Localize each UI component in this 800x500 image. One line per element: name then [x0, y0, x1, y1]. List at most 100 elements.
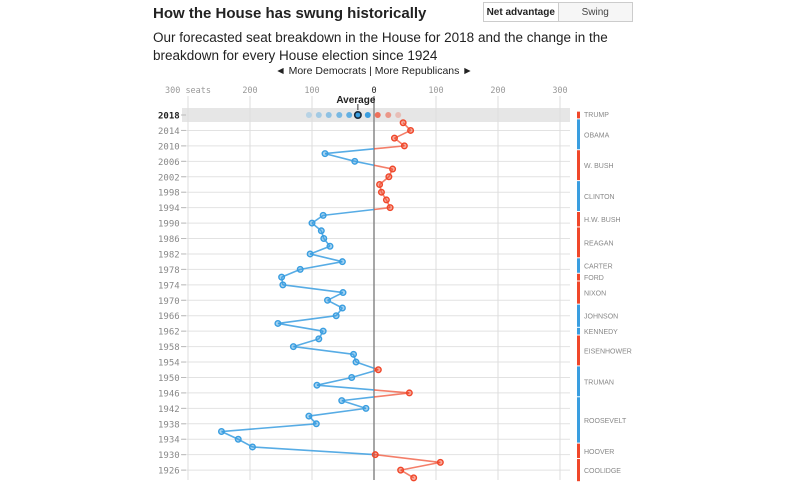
president-label: CLINTON [584, 194, 615, 201]
data-point-1994 [386, 204, 394, 212]
view-toggle[interactable]: Net advantage Swing [483, 2, 633, 22]
y-tick-label: 1930 [158, 451, 180, 461]
president-bar [577, 281, 580, 304]
y-tick-label: 2006 [158, 158, 180, 168]
data-point-1980 [338, 258, 346, 266]
president-label: REAGAN [584, 240, 614, 247]
president-label: H.W. BUSH [584, 217, 621, 224]
data-point-1978 [296, 265, 304, 273]
data-point-1926 [397, 466, 405, 474]
data-point-1966 [332, 312, 340, 320]
series-segment [277, 314, 337, 325]
series-segment [400, 461, 441, 471]
series-segment [293, 345, 354, 356]
data-point-1986 [320, 235, 328, 243]
forecast-dot [385, 112, 392, 118]
series-segment [323, 208, 375, 217]
series-segment [308, 407, 367, 417]
data-point-1968 [338, 304, 346, 312]
president-label: ROOSEVELT [584, 418, 627, 425]
president-bar [577, 181, 580, 211]
series-segment [341, 396, 375, 402]
toggle-swing[interactable]: Swing [558, 3, 632, 21]
president-label: EISENHOWER [584, 348, 632, 355]
forecast-dot [336, 112, 343, 118]
data-point-1996 [382, 196, 390, 204]
series-segment [352, 354, 357, 363]
data-point-2012 [390, 134, 398, 142]
series-segment [324, 148, 375, 155]
toggle-net-advantage[interactable]: Net advantage [484, 3, 559, 21]
series-segment [378, 184, 383, 193]
series-segment [277, 322, 324, 332]
data-point-1964 [274, 319, 282, 327]
president-label: OBAMA [584, 132, 610, 139]
data-point-2006 [351, 157, 359, 165]
data-point-1928 [436, 458, 444, 466]
y-tick-label: 2002 [158, 173, 180, 183]
x-tick-label: 100 [304, 86, 319, 96]
data-point-1930 [371, 451, 379, 459]
series-segment [375, 453, 441, 464]
forecast-dot [374, 112, 381, 118]
y-tick-label: 1970 [158, 297, 180, 307]
data-point-2008 [321, 150, 329, 158]
forecast-dot [315, 112, 322, 118]
y-tick-label: 1926 [158, 467, 180, 477]
data-point-2016 [399, 119, 407, 127]
forecast-average-dot [353, 111, 362, 120]
series-segment [341, 399, 367, 410]
series-segment [373, 392, 410, 398]
data-point-1962 [319, 327, 327, 335]
y-tick-label: 1974 [158, 281, 180, 291]
data-point-2002 [385, 173, 393, 181]
chart-subtitle: Our forecasted seat breakdown in the Hou… [153, 30, 608, 63]
series-segment [320, 230, 325, 239]
data-point-1956 [350, 350, 358, 358]
data-point-2010 [400, 142, 408, 150]
x-tick-label: 300 seats [165, 86, 211, 96]
series-segment [293, 338, 320, 348]
y-tick-label: 1978 [158, 266, 180, 276]
data-point-1988 [317, 227, 325, 235]
president-label: CARTER [584, 264, 613, 271]
president-label: TRUMP [584, 112, 609, 119]
data-point-1946 [405, 389, 413, 397]
y-tick-label: 2010 [158, 142, 180, 152]
y-tick-label: 1954 [158, 359, 180, 369]
president-bar [577, 366, 580, 397]
average-label: Average [336, 95, 376, 106]
series-segment [282, 284, 344, 294]
data-point-1938 [312, 420, 320, 428]
y-tick-label: 1966 [158, 312, 180, 322]
data-point-1952 [374, 366, 382, 374]
x-tick-label: 300 [552, 86, 567, 96]
data-point-1974 [279, 281, 287, 289]
y-tick-label: 1998 [158, 189, 180, 199]
y-tick-label: 1958 [158, 343, 180, 353]
data-point-1960 [315, 335, 323, 343]
series-segment [252, 446, 375, 456]
president-bar [577, 335, 580, 366]
series-segment [373, 389, 410, 394]
data-point-2004 [389, 165, 397, 173]
data-point-1948 [313, 381, 321, 389]
y-tick-label: 1938 [158, 420, 180, 430]
series-segment [402, 122, 412, 131]
data-point-1950 [348, 373, 356, 381]
series-segment [308, 415, 317, 425]
forecast-dot [325, 112, 332, 118]
data-point-1992 [319, 211, 327, 219]
y-tick-label: 1934 [158, 436, 180, 446]
series-segment [335, 307, 344, 317]
forecast-dot [305, 112, 312, 118]
president-bar [577, 150, 580, 181]
series-segment [323, 238, 331, 247]
president-bar [577, 443, 580, 459]
data-point-1954 [352, 358, 360, 366]
series-segment [309, 245, 331, 255]
series-segment [388, 168, 394, 178]
x-tick-label: 200 [242, 86, 257, 96]
y-tick-label: 1950 [158, 374, 180, 384]
president-bar [577, 119, 580, 150]
